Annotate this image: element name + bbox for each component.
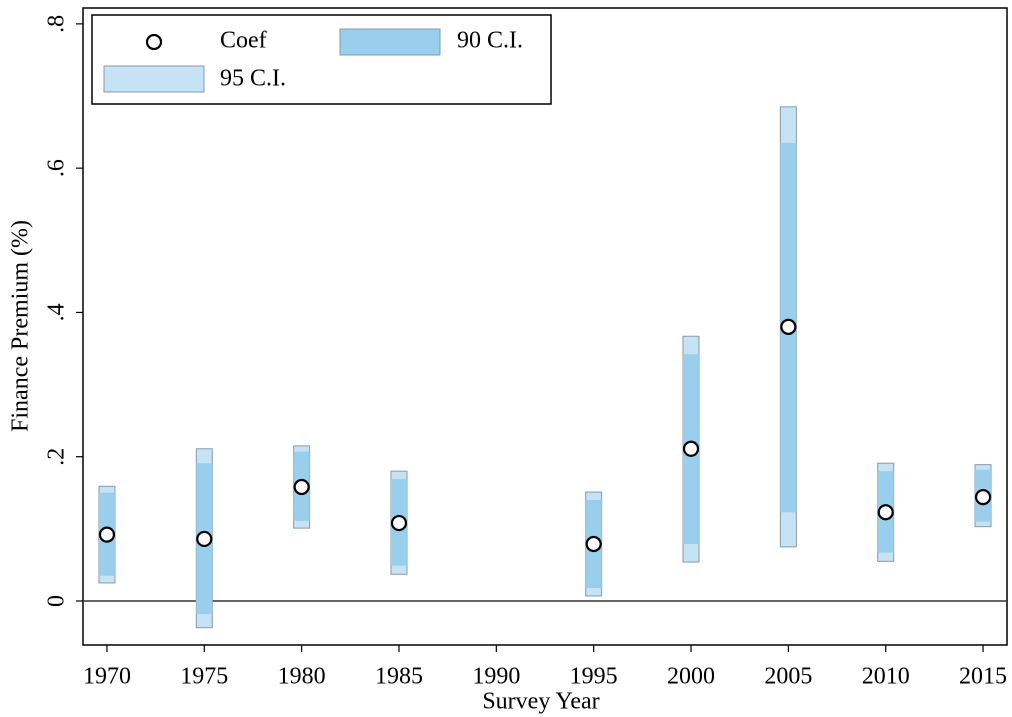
x-tick-label: 2015 — [959, 664, 1007, 690]
x-tick-label: 1995 — [570, 664, 618, 690]
legend-marker — [145, 33, 163, 51]
x-tick-label: 1990 — [472, 664, 520, 690]
x-tick-label: 1985 — [375, 664, 423, 690]
coef-point — [293, 478, 310, 496]
x-tick-label: 1980 — [278, 664, 326, 690]
legend-label: Coef — [220, 28, 267, 54]
legend-label: 95 C.I. — [220, 66, 286, 92]
coef-point — [98, 526, 116, 543]
x-tick-label: 1975 — [180, 664, 228, 690]
y-tick-label: .8 — [44, 15, 70, 33]
x-tick-label: 2005 — [764, 664, 812, 690]
x-axis-title: Survey Year — [482, 689, 599, 715]
x-tick-label: 2010 — [862, 664, 910, 690]
y-tick-label: 0 — [44, 595, 70, 607]
coef-point — [585, 535, 602, 553]
coef-point — [780, 318, 797, 335]
y-tick-label: .2 — [44, 448, 70, 466]
coef-point — [877, 504, 894, 521]
coef-point — [974, 489, 992, 506]
legend-label: 90 C.I. — [457, 28, 523, 54]
coef-point — [196, 530, 213, 548]
coef-point — [682, 440, 700, 457]
legend-swatch — [103, 65, 205, 93]
coef-point — [390, 514, 408, 532]
y-tick-label: .4 — [44, 303, 70, 321]
y-axis-title: Finance Premium (%) — [8, 220, 34, 432]
x-tick-label: 1970 — [83, 664, 131, 690]
x-tick-label: 2000 — [667, 664, 715, 690]
y-tick-label: .6 — [44, 159, 70, 177]
plot-frame — [82, 7, 1008, 646]
legend-swatch — [339, 28, 441, 56]
